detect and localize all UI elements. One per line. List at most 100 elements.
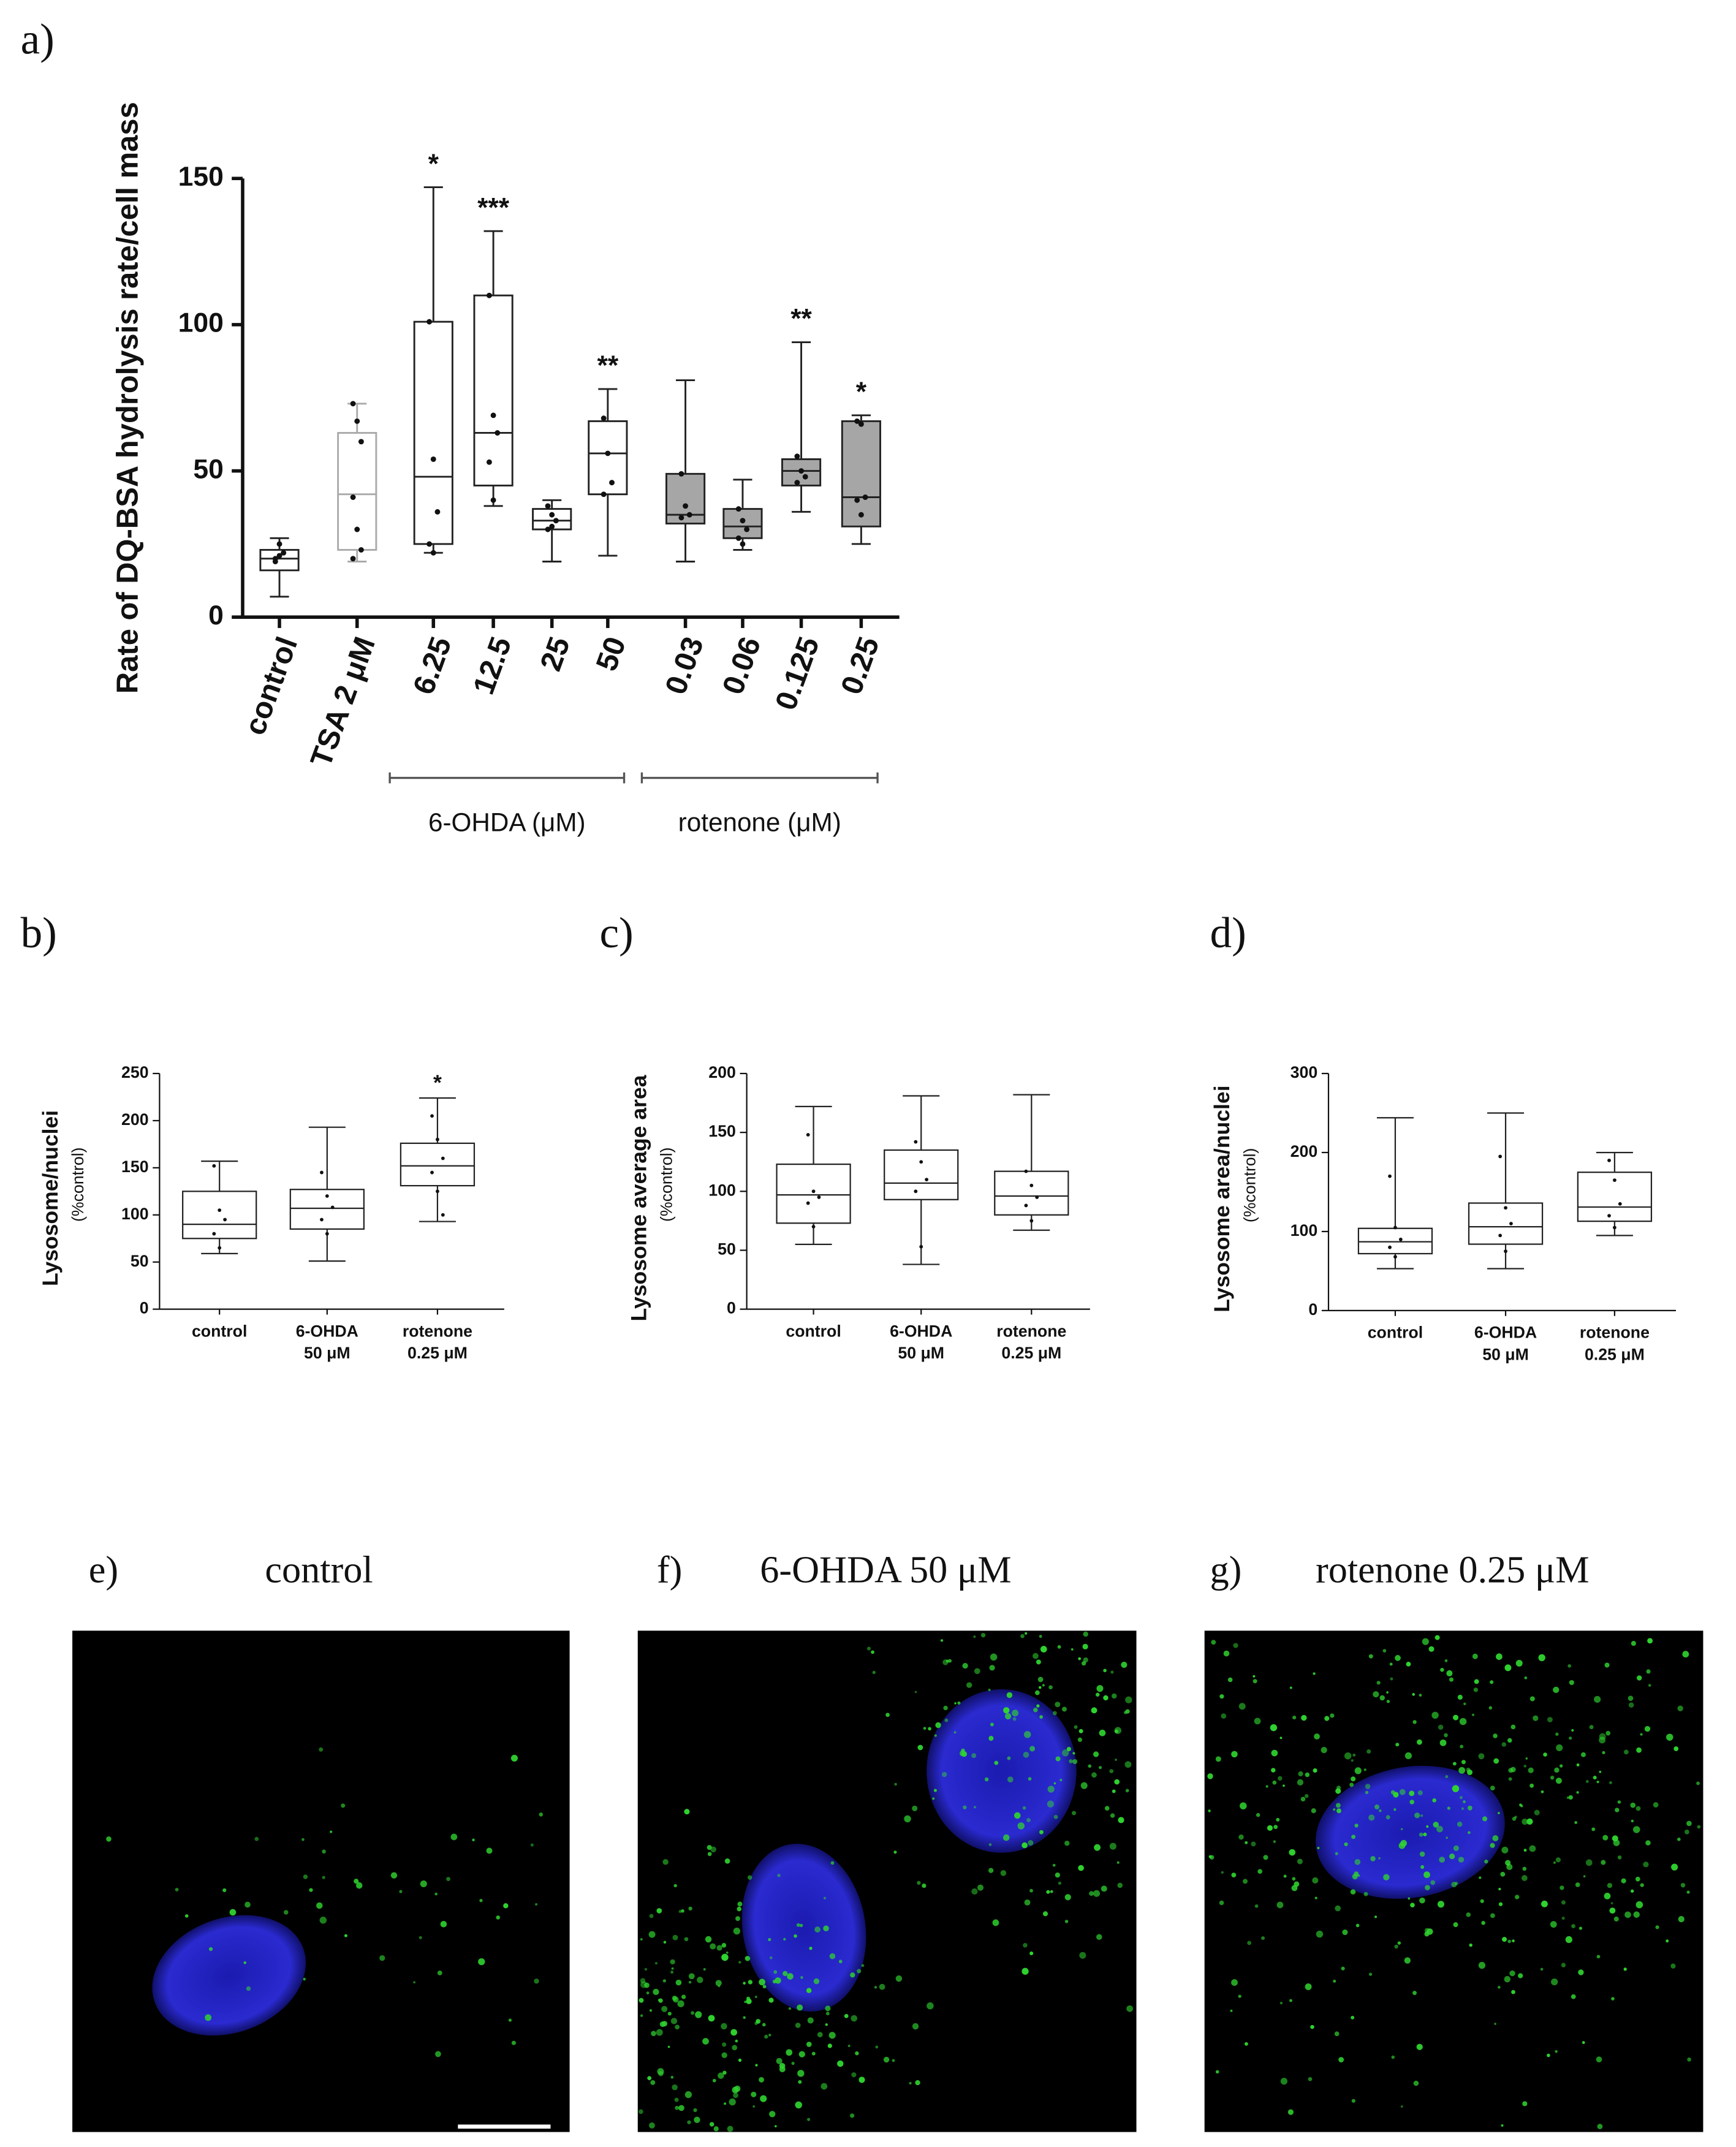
lysosome-spot xyxy=(344,1934,347,1937)
lysosome-spot xyxy=(1321,1746,1327,1754)
data-point xyxy=(601,415,607,422)
lysosome-spot xyxy=(684,1937,689,1942)
lysosome-spot xyxy=(691,2011,695,2015)
lysosome-spot xyxy=(1386,1691,1389,1694)
lysosome-spot xyxy=(1333,1808,1336,1811)
y-tick-label: 100 xyxy=(178,308,224,338)
lysosome-spot xyxy=(943,1705,948,1711)
lysosome-spot xyxy=(1351,2015,1355,2020)
lysosome-spot xyxy=(1072,1752,1075,1755)
lysosome-spot xyxy=(1472,1653,1478,1659)
lysosome-spot xyxy=(1386,1700,1390,1703)
image-title: control xyxy=(265,1549,373,1591)
lysosome-spot xyxy=(1459,1717,1467,1725)
lysosome-spot xyxy=(932,1797,935,1800)
lysosome-spot xyxy=(971,1888,978,1895)
lysosome-spot xyxy=(1351,1776,1356,1782)
lysosome-spot xyxy=(486,1847,493,1854)
group-label: 6-OHDA (μM) xyxy=(428,808,586,836)
lysosome-spot xyxy=(1437,1901,1444,1908)
lysosome-spot xyxy=(1240,1802,1247,1810)
lysosome-spot xyxy=(775,1977,781,1984)
data-point xyxy=(441,1156,445,1161)
lysosome-spot xyxy=(988,1843,992,1846)
lysosome-spot xyxy=(1419,1851,1425,1857)
lysosome-spot xyxy=(732,2086,739,2094)
lysosome-spot xyxy=(1055,1702,1061,1708)
lysosome-spot xyxy=(1025,1632,1028,1635)
data-point xyxy=(794,480,800,486)
lysosome-spot xyxy=(1050,1890,1053,1893)
lysosome-spot xyxy=(779,2066,786,2072)
lysosome-spot xyxy=(702,2038,709,2045)
lysosome-spot xyxy=(1263,1855,1268,1860)
lysosome-spot xyxy=(1457,1821,1463,1827)
lysosome-spot xyxy=(1579,1926,1582,1930)
lysosome-spot xyxy=(1221,1713,1227,1719)
lysosome-spot xyxy=(1479,1876,1482,1879)
lysosome-spot xyxy=(1391,2055,1395,2059)
lysosome-spot xyxy=(722,2070,727,2075)
lysosome-spot xyxy=(1551,1978,1558,1986)
data-point xyxy=(490,497,496,503)
lysosome-spot xyxy=(640,1978,646,1983)
lysosome-spot xyxy=(1593,1776,1597,1780)
data-point xyxy=(325,1194,329,1198)
lysosome-spot xyxy=(1510,1766,1516,1773)
data-point xyxy=(272,559,278,564)
data-point xyxy=(358,439,364,445)
lysosome-spot xyxy=(446,1877,450,1881)
data-point xyxy=(330,1205,335,1210)
lysosome-spot xyxy=(944,1718,949,1722)
lysosome-spot xyxy=(825,2012,830,2016)
lysosome-spot xyxy=(1072,1759,1078,1765)
lysosome-spot xyxy=(1354,1871,1359,1876)
lysosome-spot xyxy=(535,1903,538,1906)
lysosome-spot xyxy=(1398,1842,1406,1849)
lysosome-spot xyxy=(208,1947,213,1952)
lysosome-spot xyxy=(678,2105,684,2111)
x-tick-label: 50 μM xyxy=(898,1344,944,1362)
lysosome-spot xyxy=(1427,1928,1433,1935)
lysosome-spot xyxy=(1064,1894,1071,1901)
lysosome-spot xyxy=(909,2081,912,2085)
data-point xyxy=(1618,1202,1622,1206)
lysosome-spot xyxy=(1256,1812,1260,1817)
x-tick-label: rotenone xyxy=(996,1322,1066,1340)
data-point xyxy=(276,541,282,547)
lysosome-spot xyxy=(184,1914,189,1918)
lysosome-spot xyxy=(718,2072,724,2079)
lysosome-spot xyxy=(1500,1871,1506,1877)
data-point xyxy=(434,509,441,515)
lysosome-spot xyxy=(316,1902,323,1909)
lysosome-spot xyxy=(1697,1825,1701,1829)
lysosome-spot xyxy=(1280,2078,1287,2085)
lysosome-spot xyxy=(823,1925,829,1931)
nucleus xyxy=(152,1915,306,2036)
lysosome-spot xyxy=(1110,1813,1115,1818)
lysosome-spot xyxy=(1208,1809,1211,1812)
lysosome-spot xyxy=(1628,1695,1634,1701)
micrograph-f xyxy=(637,1630,1137,2132)
lysosome-spot xyxy=(1313,1768,1317,1773)
lysosome-spot xyxy=(817,2032,823,2037)
lysosome-spot xyxy=(1677,1838,1681,1841)
lysosome-spot xyxy=(1109,1769,1114,1773)
data-point xyxy=(678,515,684,521)
lysosome-spot xyxy=(1555,1732,1559,1736)
lysosome-spot xyxy=(1300,1797,1306,1802)
lysosome-spot xyxy=(883,2056,890,2063)
lysosome-spot xyxy=(1529,1845,1536,1852)
lysosome-spot xyxy=(1502,1937,1507,1942)
lysosome-spot xyxy=(1636,1806,1641,1811)
lysosome-spot xyxy=(229,1909,237,1916)
data-point xyxy=(854,418,860,424)
lysosome-spot xyxy=(667,2012,672,2016)
lysosome-spot xyxy=(928,1727,931,1731)
data-point xyxy=(1613,1225,1617,1230)
lysosome-spot xyxy=(1566,1796,1569,1799)
lysosome-spot xyxy=(769,2111,776,2118)
panel-label: c) xyxy=(599,909,633,957)
data-point xyxy=(354,418,360,424)
lysosome-spot xyxy=(1324,1716,1330,1721)
